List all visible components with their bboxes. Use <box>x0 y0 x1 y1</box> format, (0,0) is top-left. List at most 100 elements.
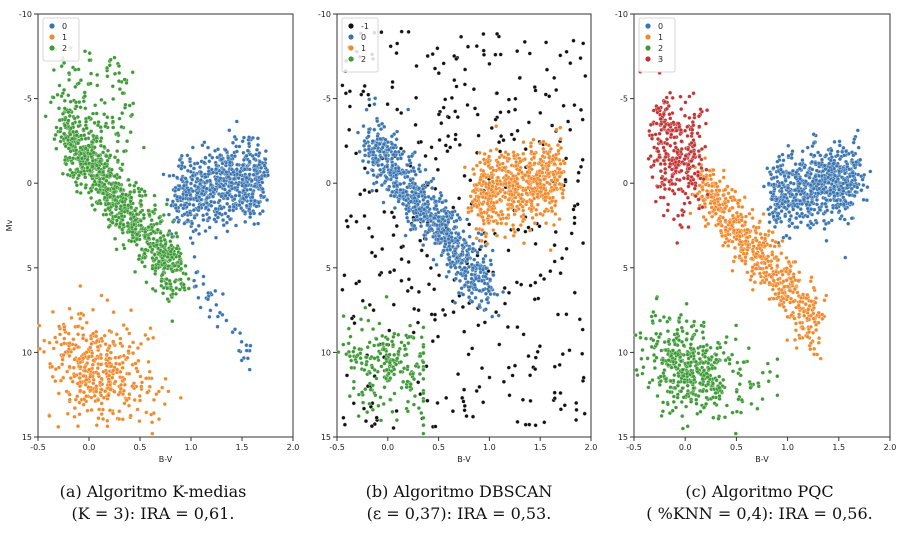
data-point <box>104 154 109 159</box>
data-point <box>336 350 341 355</box>
data-point <box>240 200 245 205</box>
data-point <box>161 212 166 218</box>
data-point <box>426 180 431 186</box>
data-point <box>412 223 417 228</box>
data-point <box>73 397 78 402</box>
data-point <box>391 145 396 150</box>
data-point <box>117 175 122 180</box>
data-point <box>203 155 208 160</box>
data-point <box>498 52 503 57</box>
data-point <box>555 178 560 183</box>
data-point <box>363 153 368 158</box>
data-point <box>114 361 119 366</box>
data-point <box>138 198 143 203</box>
data-point <box>238 169 243 174</box>
data-point <box>252 198 257 203</box>
data-point <box>146 225 151 230</box>
data-point <box>488 258 493 263</box>
data-point <box>167 228 172 234</box>
data-point <box>513 187 518 192</box>
data-point <box>341 314 346 319</box>
data-point <box>219 206 224 211</box>
data-point <box>191 208 196 213</box>
data-point <box>99 336 104 341</box>
data-point <box>236 348 242 353</box>
data-point <box>83 368 88 373</box>
data-point <box>133 208 138 213</box>
data-point <box>543 142 549 147</box>
data-point <box>210 194 216 199</box>
data-point <box>250 135 255 140</box>
data-point <box>409 154 414 159</box>
data-point <box>122 377 127 382</box>
data-point <box>472 172 477 177</box>
data-point <box>230 140 236 145</box>
data-point <box>412 394 418 399</box>
data-point <box>384 156 389 161</box>
data-point <box>514 176 520 181</box>
data-point <box>423 153 428 159</box>
data-point <box>771 182 776 187</box>
data-point <box>513 163 518 169</box>
data-point <box>237 193 242 198</box>
data-point <box>841 145 846 150</box>
data-point <box>115 149 120 154</box>
data-point <box>513 107 518 112</box>
data-point <box>82 90 87 95</box>
data-point <box>221 218 226 223</box>
data-point <box>179 177 184 182</box>
data-point <box>402 366 407 371</box>
data-point <box>379 183 384 188</box>
data-point <box>62 60 67 66</box>
data-point <box>99 97 104 102</box>
data-point <box>207 314 212 319</box>
data-point <box>108 57 113 62</box>
data-point <box>454 56 459 61</box>
data-point <box>207 159 212 164</box>
data-point <box>65 411 70 416</box>
data-point <box>457 265 462 270</box>
data-point <box>147 212 152 217</box>
data-point <box>419 224 424 229</box>
data-point <box>74 148 79 153</box>
data-point <box>459 34 464 39</box>
data-point <box>60 357 65 362</box>
data-point <box>202 140 207 145</box>
data-point <box>139 384 144 389</box>
data-point <box>479 238 484 243</box>
data-point <box>167 173 172 178</box>
data-point <box>190 173 195 178</box>
data-point <box>417 186 422 191</box>
data-point <box>457 142 462 147</box>
data-point <box>769 197 775 202</box>
data-point <box>406 219 411 224</box>
data-point <box>143 193 148 198</box>
data-point <box>499 134 504 139</box>
data-point <box>364 355 369 360</box>
data-point <box>399 385 404 390</box>
data-point <box>425 398 430 403</box>
data-point <box>507 393 512 398</box>
data-point <box>504 221 509 226</box>
data-point <box>782 173 787 179</box>
x-tick-label: -0.5 <box>329 443 345 452</box>
data-point <box>351 386 356 391</box>
data-point <box>206 207 211 212</box>
data-point <box>437 137 442 143</box>
data-point <box>387 270 393 275</box>
data-point <box>418 353 423 359</box>
data-point <box>410 371 415 377</box>
data-point <box>263 149 268 154</box>
data-point <box>107 356 112 361</box>
data-point <box>490 179 495 184</box>
data-point <box>532 161 537 166</box>
data-point <box>95 344 100 349</box>
data-point <box>440 307 446 312</box>
data-point <box>394 362 399 367</box>
data-point <box>103 389 108 394</box>
data-point <box>367 302 372 307</box>
data-point <box>421 344 426 349</box>
data-point <box>448 145 453 150</box>
data-point <box>578 164 584 169</box>
data-point <box>520 397 525 402</box>
